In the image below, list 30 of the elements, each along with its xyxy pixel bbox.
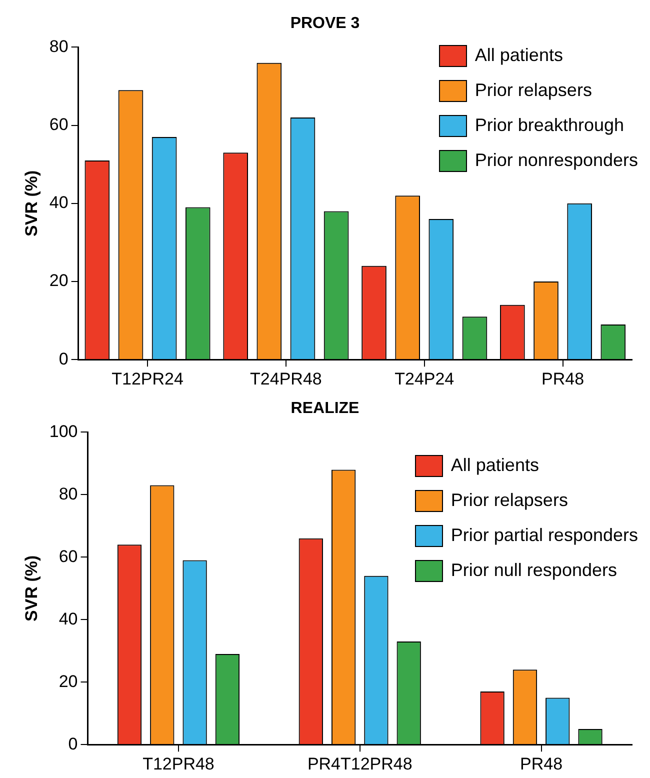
y-tick-label: 40 — [49, 193, 68, 212]
y-tick-label: 20 — [49, 271, 68, 290]
y-tick-label: 80 — [49, 36, 68, 56]
y-axis-title: SVR (%) — [22, 170, 41, 236]
legend-label: Prior relapsers — [474, 80, 592, 101]
y-tick-label: 80 — [58, 484, 78, 504]
y-axis-title: SVR (%) — [22, 555, 41, 622]
x-tick-label: T12PR24 — [112, 369, 184, 388]
x-tick-label: T24PR48 — [250, 369, 322, 388]
x-tick-label: PR4T12PR48 — [307, 754, 412, 774]
y-tick-label: 100 — [49, 422, 78, 441]
legend-label: All patients — [474, 45, 563, 66]
legend-label: Prior breakthrough — [474, 115, 624, 136]
x-tick-label: T24P24 — [394, 369, 454, 388]
y-tick-label: 60 — [58, 546, 78, 566]
legend-label: Prior null responders — [450, 560, 617, 581]
x-tick-label: PR48 — [520, 754, 563, 774]
legend-label: Prior partial responders — [450, 525, 638, 546]
x-tick-label: PR48 — [542, 369, 584, 388]
legend-label: All patients — [450, 455, 539, 476]
x-tick-label: T12PR48 — [142, 754, 214, 774]
chart-title: REALIZE — [290, 400, 360, 418]
y-tick-label: 0 — [68, 734, 78, 754]
legend-label: Prior nonresponders — [474, 150, 638, 171]
y-tick-label: 0 — [58, 349, 68, 368]
legend-label: Prior relapsers — [450, 490, 568, 511]
y-tick-label: 20 — [58, 672, 78, 691]
chart-title: PROVE 3 — [290, 15, 360, 32]
y-tick-label: 60 — [49, 114, 68, 134]
y-tick-label: 40 — [58, 609, 78, 628]
